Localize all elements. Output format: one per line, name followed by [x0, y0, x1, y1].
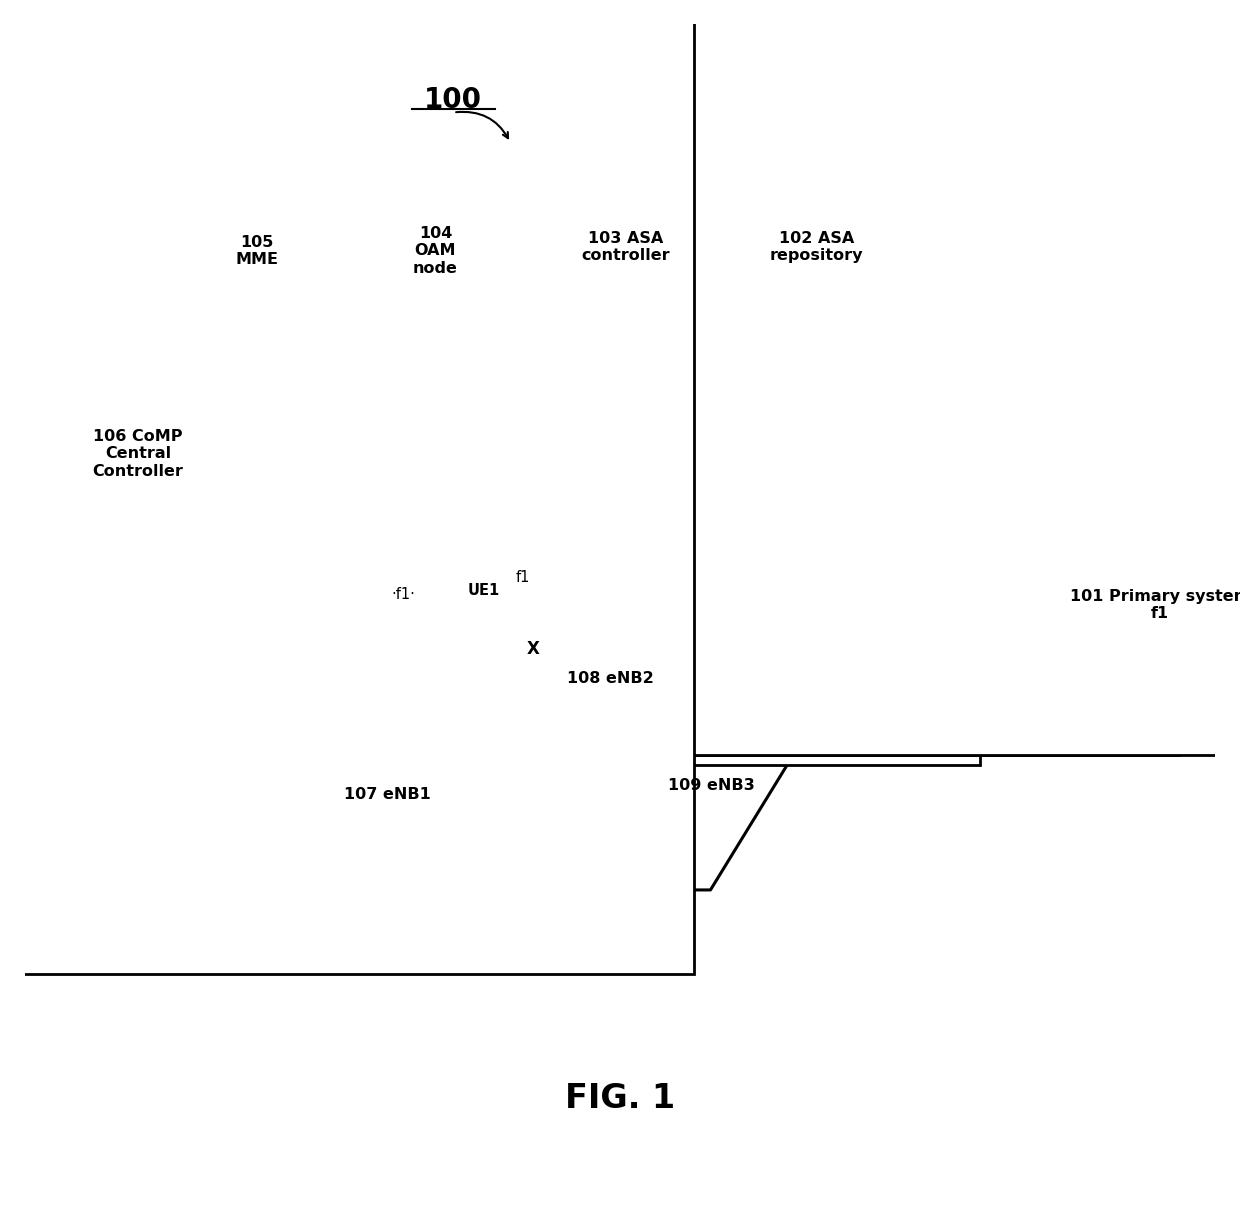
FancyBboxPatch shape: [506, 508, 520, 525]
FancyBboxPatch shape: [467, 604, 482, 622]
FancyBboxPatch shape: [661, 499, 687, 537]
FancyBboxPatch shape: [0, 0, 801, 759]
Polygon shape: [188, 456, 588, 782]
FancyBboxPatch shape: [666, 508, 681, 525]
Text: f1: f1: [515, 570, 529, 584]
Text: 103 ASA
controller: 103 ASA controller: [582, 231, 671, 264]
Text: 104
OAM
node: 104 OAM node: [413, 226, 458, 276]
Text: X: X: [527, 640, 539, 658]
FancyBboxPatch shape: [0, 0, 980, 765]
FancyBboxPatch shape: [222, 600, 237, 618]
FancyBboxPatch shape: [511, 686, 525, 703]
Text: 106 CoMP
Central
Controller: 106 CoMP Central Controller: [93, 430, 184, 479]
Text: 108 eNB2: 108 eNB2: [567, 670, 653, 686]
Text: 109 eNB3: 109 eNB3: [667, 778, 754, 793]
Polygon shape: [410, 564, 811, 889]
Text: 101 Primary system
f1: 101 Primary system f1: [1070, 589, 1240, 621]
FancyBboxPatch shape: [505, 676, 531, 715]
Text: 107 eNB1: 107 eNB1: [345, 786, 432, 802]
Polygon shape: [410, 347, 811, 673]
Text: ·f1·: ·f1·: [392, 587, 415, 601]
FancyBboxPatch shape: [217, 592, 242, 630]
FancyBboxPatch shape: [661, 676, 687, 715]
FancyBboxPatch shape: [666, 686, 681, 703]
FancyBboxPatch shape: [500, 499, 526, 537]
Text: 100: 100: [424, 86, 482, 114]
Text: 102 ASA
repository: 102 ASA repository: [770, 231, 863, 264]
FancyBboxPatch shape: [0, 0, 694, 974]
Text: FIG. 1: FIG. 1: [565, 1082, 675, 1116]
FancyBboxPatch shape: [72, 0, 1179, 755]
FancyBboxPatch shape: [263, 0, 1240, 755]
FancyBboxPatch shape: [463, 595, 487, 634]
Text: 105
MME: 105 MME: [236, 235, 279, 267]
Text: UE1: UE1: [467, 583, 500, 598]
